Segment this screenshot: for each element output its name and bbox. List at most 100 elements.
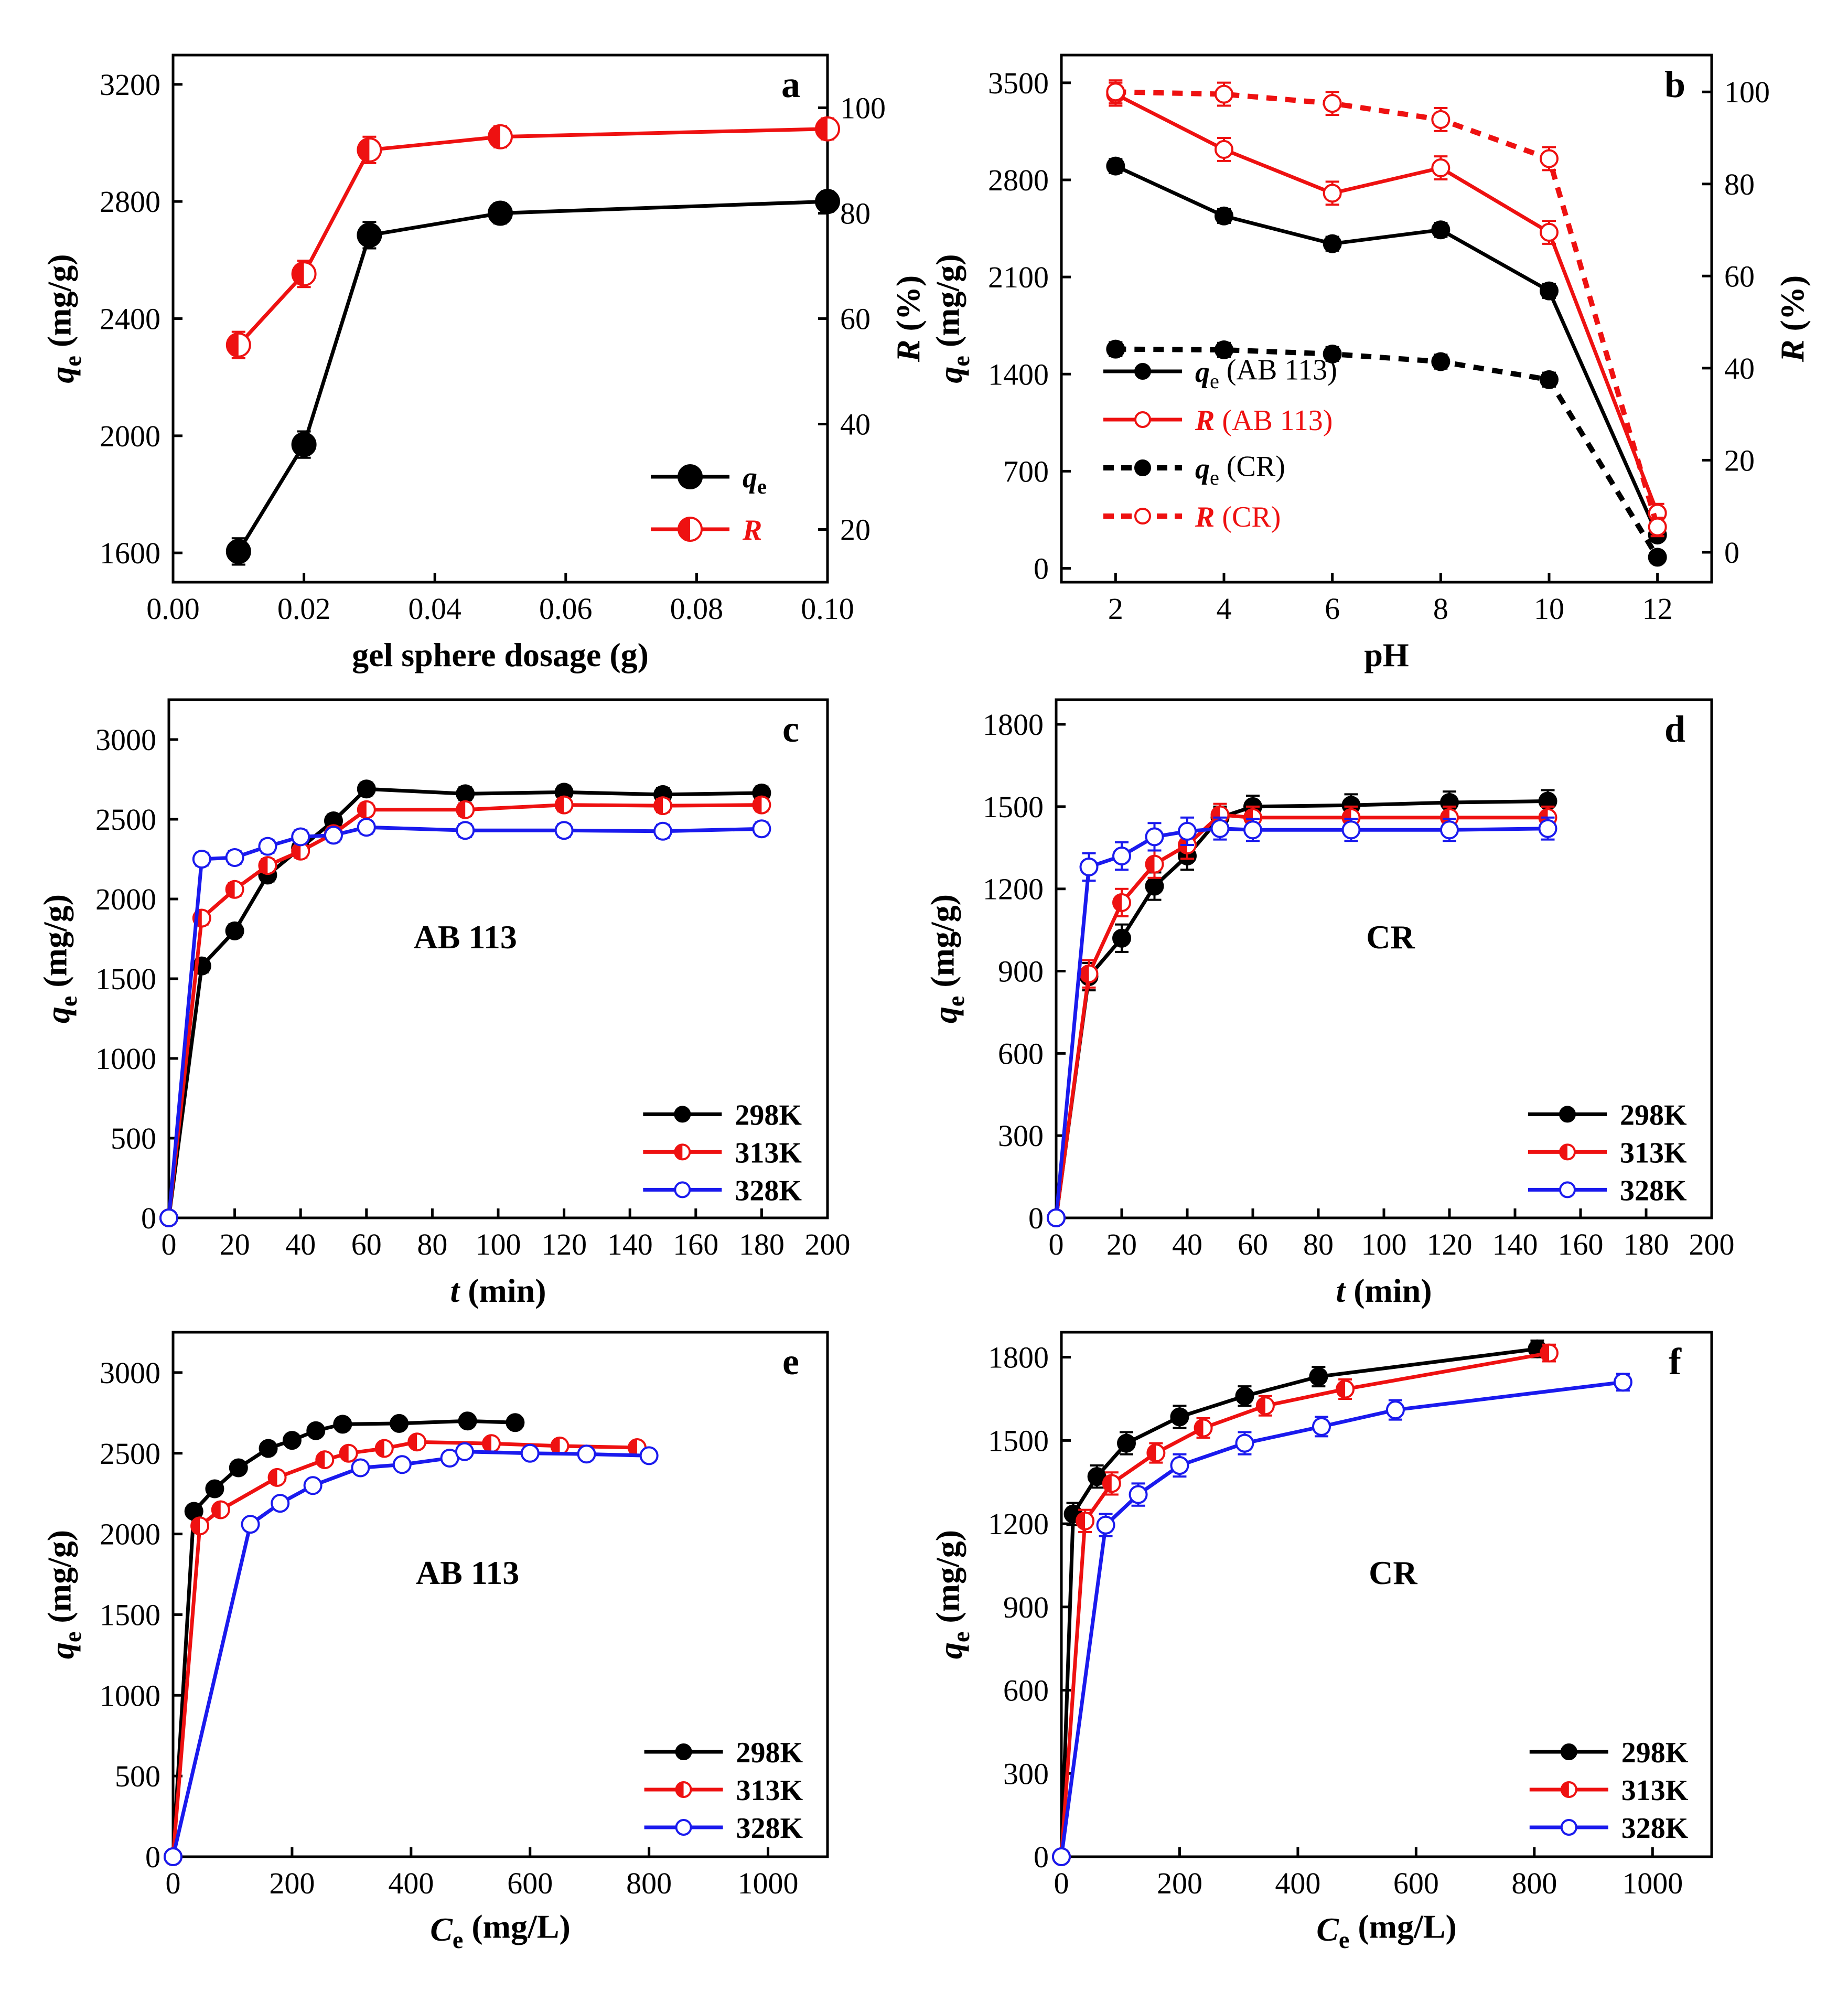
data-point	[211, 1500, 230, 1519]
legend: qe R	[651, 462, 767, 547]
legend-marker	[1559, 1106, 1576, 1123]
legend-item: R (AB 113)	[1103, 404, 1333, 437]
legend-marker	[674, 1143, 691, 1161]
data-point	[225, 921, 244, 940]
legend-label: R (CR)	[1195, 501, 1281, 533]
x-axis-label: Ce (mg/L)	[1316, 1908, 1457, 1953]
panel-label: a	[781, 63, 800, 105]
series-2	[1052, 1373, 1632, 1866]
data-point	[357, 137, 382, 163]
data-point	[1112, 846, 1131, 865]
data-point	[1079, 964, 1099, 983]
series-line	[237, 199, 828, 553]
legend-label: 313K	[1620, 1137, 1687, 1169]
series-line	[167, 803, 762, 1218]
legend-marker	[675, 1819, 692, 1836]
series-line	[171, 1440, 638, 1857]
y-right-tick-label: 40	[840, 408, 871, 442]
y-right-tick-label: 100	[1724, 75, 1770, 109]
x-tick-label: 100	[1361, 1227, 1407, 1261]
data-point	[1112, 893, 1131, 912]
data-point	[456, 784, 475, 804]
data-point	[554, 795, 574, 815]
series-3	[1106, 79, 1667, 538]
legend-marker	[1134, 363, 1151, 380]
data-point	[1194, 1418, 1213, 1438]
data-point	[1440, 820, 1459, 840]
legend-label: 298K	[1620, 1099, 1687, 1131]
y-tick-label: 1500	[95, 962, 156, 996]
data-point	[1117, 1433, 1136, 1453]
x-tick-label: 600	[1393, 1866, 1439, 1900]
x-tick-label: 0.00	[146, 592, 200, 626]
data-point	[1215, 140, 1233, 159]
series-line	[1054, 827, 1548, 1218]
legend-marker	[674, 1181, 691, 1198]
x-tick-label: 20	[1106, 1227, 1137, 1261]
legend-item: 298K	[1529, 1737, 1689, 1769]
x-tick-label: 80	[417, 1227, 447, 1261]
data-point	[815, 189, 840, 215]
data-point	[752, 795, 771, 815]
y-tick-label: 1200	[983, 872, 1044, 906]
y-tick-label: 900	[998, 955, 1044, 989]
panel-label: e	[782, 1341, 799, 1383]
x-tick-label: 800	[1511, 1866, 1557, 1900]
legend-item: R (CR)	[1103, 501, 1281, 533]
data-point	[225, 848, 244, 867]
legend-marker	[1134, 459, 1151, 476]
data-point	[1076, 1511, 1095, 1530]
legend-item: 298K	[643, 1099, 802, 1131]
data-point	[407, 1432, 427, 1452]
data-point	[1323, 344, 1342, 363]
y-tick-label: 0	[141, 1201, 156, 1235]
data-point	[1079, 857, 1099, 876]
dye-annotation: CR	[1366, 918, 1415, 956]
series-0	[164, 1411, 525, 1866]
y-tick-label: 1500	[988, 1423, 1049, 1458]
legend-label: 328K	[736, 1812, 803, 1845]
data-point	[1613, 1373, 1632, 1392]
panel-c: 0 20 40 60 80 100 120 140 160 180 2000500100015002…	[37, 698, 851, 1309]
series-0	[1052, 1339, 1547, 1866]
y-tick-label: 2800	[988, 163, 1049, 197]
legend-label: qe (AB 113)	[1195, 354, 1337, 393]
dye-annotation: CR	[1369, 1554, 1417, 1591]
data-point	[225, 539, 251, 564]
y-tick-label: 500	[111, 1121, 156, 1155]
data-point	[1255, 1396, 1275, 1416]
data-point	[1145, 827, 1164, 847]
data-point	[1178, 821, 1197, 841]
x-tick-label: 600	[507, 1866, 553, 1900]
data-point	[1145, 876, 1164, 896]
data-point	[258, 856, 277, 875]
series-line	[237, 127, 828, 347]
data-point	[1047, 1208, 1066, 1227]
y-tick-label: 600	[1003, 1674, 1049, 1708]
y-tick-label: 1800	[983, 708, 1044, 742]
data-point	[271, 1494, 290, 1513]
y-right-tick-label: 60	[1724, 259, 1755, 293]
legend-label: 328K	[1620, 1174, 1687, 1207]
data-point	[639, 1446, 659, 1465]
data-point	[357, 818, 376, 837]
panel-label: b	[1664, 63, 1685, 105]
x-tick-label: 0.04	[408, 592, 461, 626]
data-point	[1385, 1400, 1405, 1420]
data-point	[390, 1414, 409, 1433]
legend-marker	[675, 1781, 692, 1798]
y-right-tick-label: 20	[840, 513, 871, 547]
x-tick-label: 1000	[738, 1866, 799, 1900]
y-axis-label: qe (mg/g)	[41, 1530, 86, 1659]
x-axis-label: Ce (mg/L)	[430, 1908, 571, 1953]
series-2	[164, 1442, 659, 1866]
data-point	[1096, 1515, 1115, 1535]
y-tick-label: 500	[115, 1759, 160, 1793]
data-point	[1431, 352, 1451, 371]
y-tick-label: 0	[1034, 552, 1049, 586]
data-point	[1129, 1485, 1148, 1504]
panel-label: c	[782, 708, 799, 750]
data-point	[291, 432, 317, 457]
y-right-tick-label: 100	[840, 91, 886, 125]
